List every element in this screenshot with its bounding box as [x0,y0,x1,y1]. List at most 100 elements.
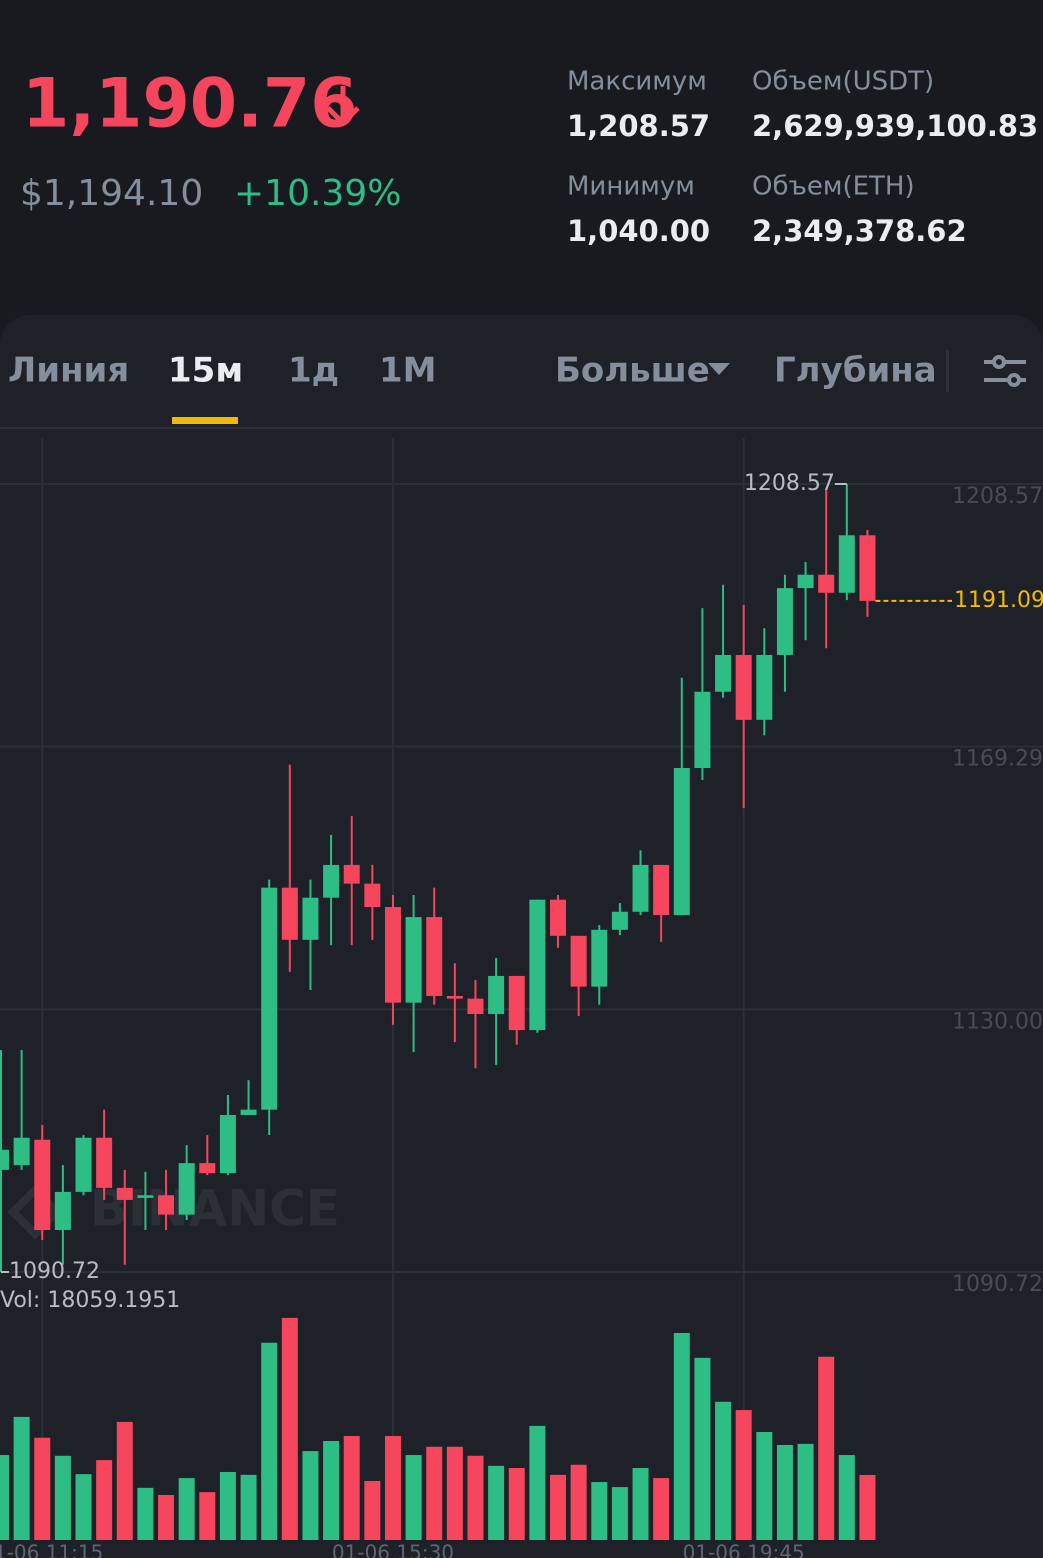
candle-body [199,1163,216,1174]
volume-bar [776,1444,793,1540]
last-price: 1,190.76 [22,65,358,144]
y-tick-label: 1130.00 [952,1009,1043,1034]
volume-bar [570,1464,587,1540]
candle-body [694,691,711,768]
candle-body [343,864,360,884]
candle-body [446,995,463,999]
stat-value: 1,208.57 [567,109,710,143]
candle-body [591,929,608,987]
candle-body [384,907,401,1003]
volume-caption: Vol: 18059.1951 [0,1288,180,1313]
fiat-price: $1,194.10 [20,173,203,214]
candle-body [508,975,525,1031]
x-tick-label: 01-06 15:30 [332,1541,454,1558]
x-tick-label: 01-06 11:15 [0,1541,103,1558]
volume-bar [261,1342,278,1540]
candle-body [116,1187,133,1200]
volume-bar [405,1455,422,1540]
volume-bar [611,1487,628,1540]
plot: BINANCE1090.721130.001169.291208.5701-06… [0,438,1043,1558]
volume-bar [302,1451,319,1540]
candle-body [632,864,649,912]
volume-bar [384,1435,401,1540]
stat-value: 2,349,378.62 [752,214,967,248]
candle-body [735,654,752,720]
tab[interactable]: Линия [8,351,129,391]
volume-caption-value: 18059.1951 [47,1288,180,1313]
stat-value: 2,629,939,100.83 [752,109,1038,143]
volume-bar [550,1474,567,1540]
volume-bar [281,1317,298,1540]
volume-bar [178,1478,195,1540]
volume-bar [735,1410,752,1540]
volume-bar [859,1474,876,1540]
volume-bar [75,1474,92,1540]
volume-bar [199,1492,216,1540]
candle-body [550,899,567,936]
candle-body [34,1139,51,1231]
stat-value: 1,040.00 [567,214,710,248]
x-tick-label: 01-06 19:45 [683,1541,805,1558]
candle-body [405,917,422,1003]
candle-body [673,767,690,916]
candle-body [261,887,278,1110]
candle-body [323,864,340,898]
last-price-label: 1191.09 [954,588,1043,613]
volume-bar [467,1455,484,1540]
volume-bar [54,1455,71,1540]
candle-body [281,887,298,940]
candle-body [96,1137,113,1188]
high-label: 1208.57 [744,471,835,496]
volume-bar [323,1441,340,1540]
candle-body [158,1195,175,1215]
candle-body [467,998,484,1015]
candle-body [838,535,855,593]
volume-bar [529,1425,546,1540]
y-tick-label: 1169.29 [952,747,1043,772]
candle-body [302,897,319,940]
chart-panel [0,315,1043,1558]
tab[interactable]: Глубина [774,351,937,391]
candle-body [529,899,546,1031]
tab-underline [172,417,238,424]
volume-bar [632,1468,649,1540]
tab[interactable]: Больше [555,351,710,391]
volume-bar [591,1482,608,1540]
settings-icon[interactable] [984,355,1026,387]
volume-bar [508,1468,525,1540]
low-label: 1090.72 [9,1259,100,1284]
candle-body [715,654,732,692]
volume-bar [13,1416,30,1540]
dropdown-caret [708,363,730,375]
stat-label: Минимум [567,172,695,202]
stat-label: Максимум [567,67,707,97]
candle-body [426,917,443,996]
volume-bar [116,1421,133,1540]
price-change: +10.39% [234,173,401,214]
separator [0,427,1043,429]
tab-active[interactable]: 15м [168,351,243,391]
candle-body [137,1195,154,1198]
volume-bar [818,1356,835,1540]
candle-body [488,975,505,1015]
candle-body [364,883,381,908]
stat-label: Объем(USDT) [752,67,934,97]
volume-caption-label: Vol: [0,1288,40,1313]
candle-body [859,535,876,601]
stat-label: Объем(ETH) [752,172,915,202]
tab[interactable]: 1М [379,351,437,391]
candle-body [219,1115,236,1174]
volume-bar [838,1455,855,1540]
tab[interactable]: 1д [288,351,339,391]
candle-body [54,1191,71,1231]
candle-body [178,1163,195,1215]
y-tick-label: 1208.57 [952,484,1043,509]
volume-bar [96,1460,113,1540]
candle-body [776,588,793,655]
volume-bar [673,1333,690,1540]
candle-body [797,574,814,589]
candle-body [818,574,835,593]
candle-body [13,1137,30,1166]
